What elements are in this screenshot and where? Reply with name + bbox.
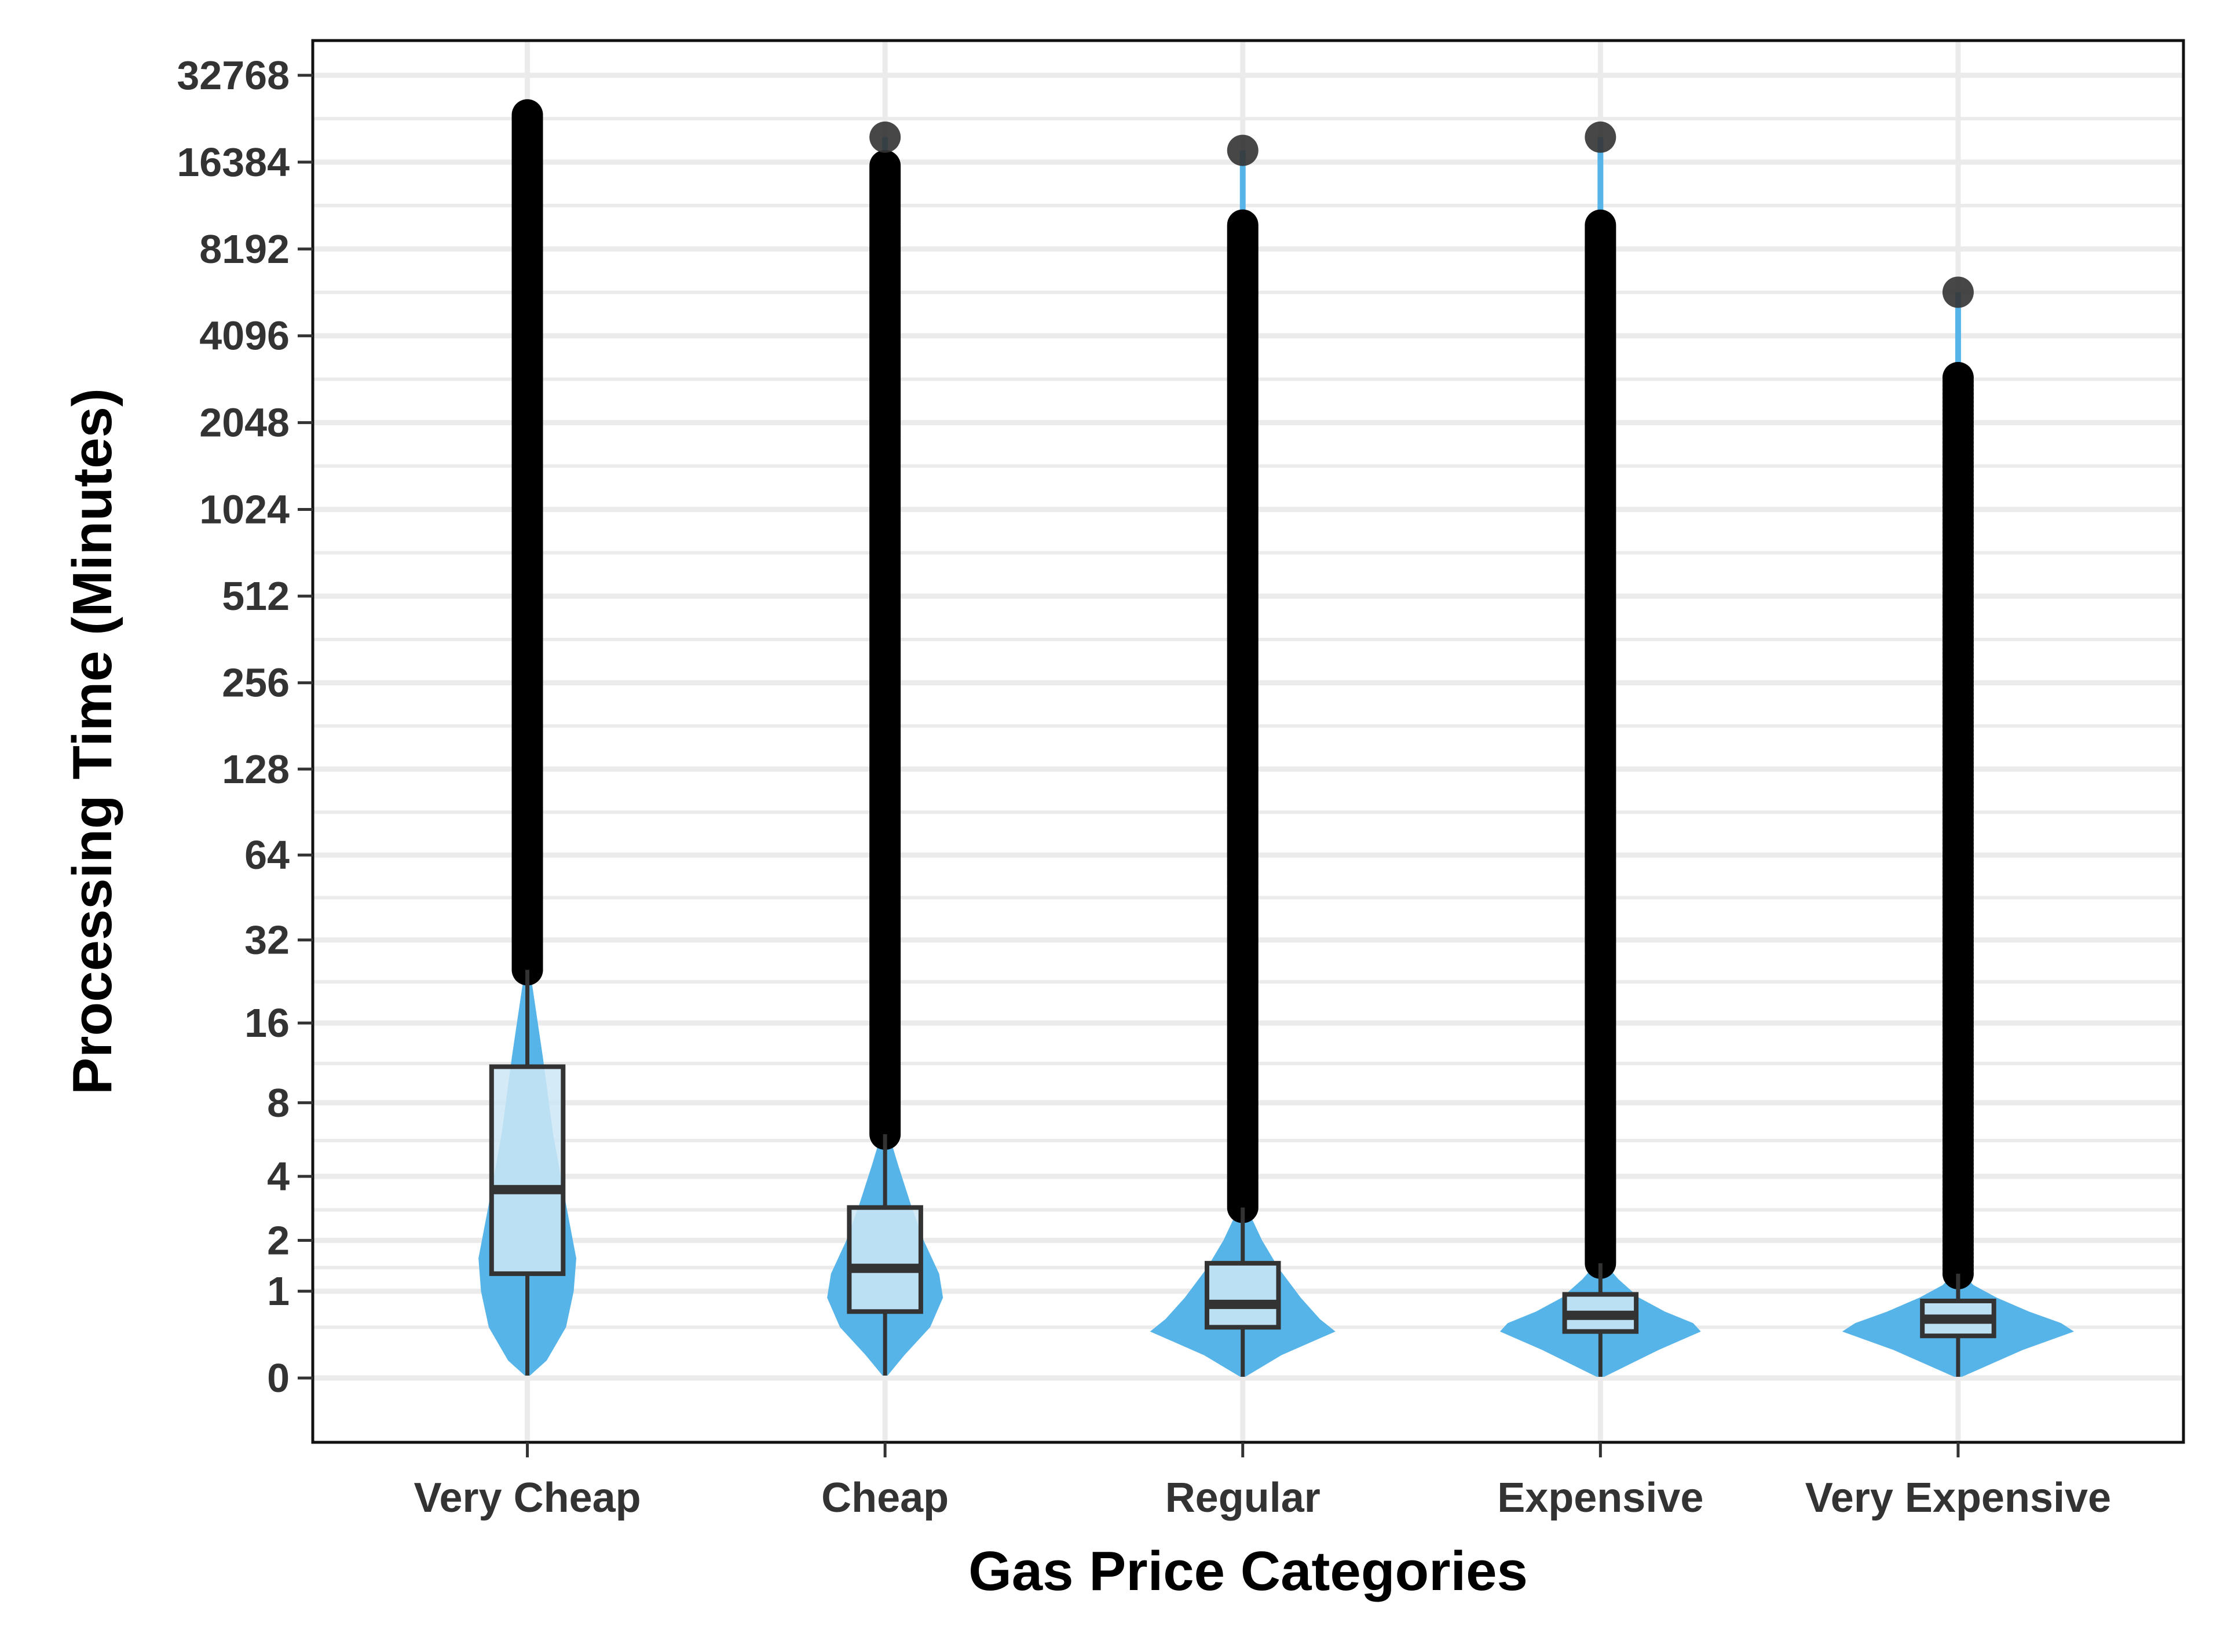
y-tick-label: 256 — [222, 660, 290, 706]
outlier-point — [1942, 276, 1974, 308]
y-axis-title: Processing Time (Minutes) — [61, 388, 123, 1095]
y-tick-label: 8192 — [199, 226, 290, 272]
outlier-point — [1942, 361, 1974, 393]
outlier-point — [869, 150, 901, 182]
outlier-point — [869, 121, 901, 153]
outlier-point — [1585, 121, 1616, 153]
y-tick-label: 512 — [222, 573, 290, 619]
y-axis: 0 1 2 4 8 16 32 64 128 256 512 1024 2048 4096 8192 1638… — [177, 53, 313, 1401]
y-tick-label: 2048 — [199, 400, 290, 445]
y-tick-label: 4 — [267, 1154, 290, 1199]
y-tick-label: 32768 — [177, 53, 290, 98]
y-tick-label: 64 — [244, 832, 290, 878]
y-tick-label: 4096 — [199, 313, 290, 359]
y-tick-label: 16384 — [177, 140, 290, 185]
box-2 — [847, 1205, 923, 1314]
y-tick-label: 0 — [267, 1355, 290, 1401]
outlier-point — [1227, 209, 1259, 241]
y-tick-label: 8 — [267, 1080, 290, 1125]
y-tick-label: 1 — [267, 1269, 290, 1314]
outlier-layer — [511, 99, 1974, 1289]
outlier-point — [1585, 209, 1616, 241]
x-tick-label: Cheap — [821, 1475, 949, 1521]
x-axis-title: Gas Price Categories — [968, 1540, 1528, 1602]
x-tick-label: Very Expensive — [1805, 1475, 2111, 1521]
outlier-point — [1227, 134, 1259, 166]
y-tick-label: 128 — [222, 747, 290, 792]
y-tick-label: 1024 — [199, 487, 290, 532]
x-tick-label: Regular — [1165, 1475, 1321, 1521]
box-3 — [1204, 1260, 1281, 1330]
x-tick-label: Very Cheap — [414, 1475, 641, 1521]
y-tick-label: 32 — [244, 918, 290, 963]
x-tick-label: Expensive — [1497, 1475, 1703, 1521]
box-1 — [489, 1064, 566, 1276]
y-tick-label: 2 — [267, 1218, 290, 1263]
plot-border — [311, 39, 2185, 1444]
outlier-point — [511, 99, 543, 131]
y-tick-label: 16 — [244, 1000, 290, 1046]
x-axis: Very Cheap Cheap Regular Expensive Very Expe… — [414, 1442, 2111, 1521]
box-layer — [489, 970, 1996, 1377]
